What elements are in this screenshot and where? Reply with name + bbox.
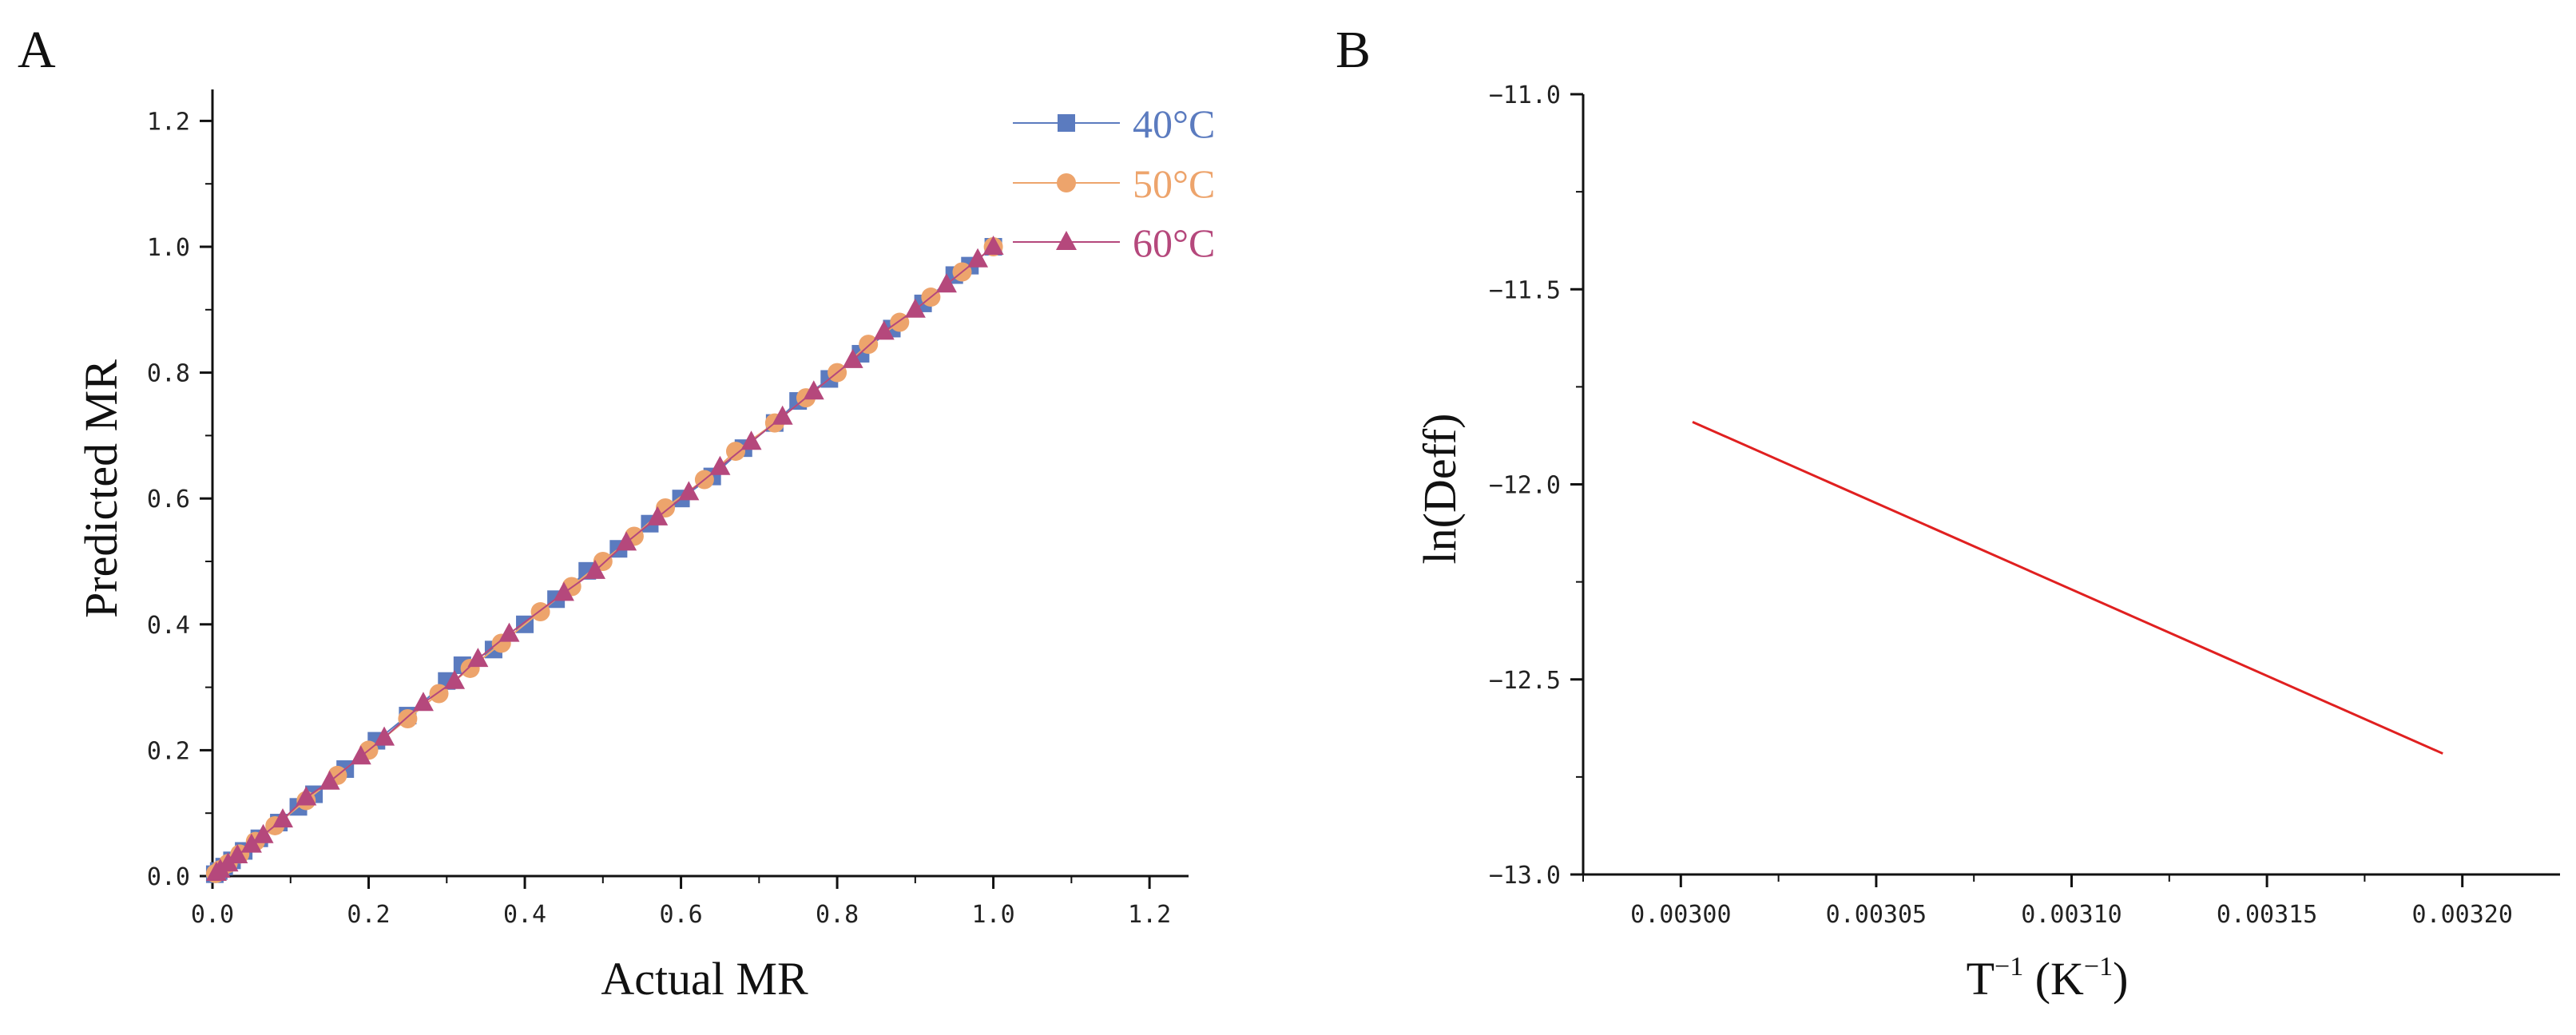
data-point — [859, 335, 879, 355]
panel-b-y-tick-label: −11.5 — [1489, 276, 1561, 304]
panel-b-x-axis-title-t: T — [1967, 953, 1995, 1005]
legend-label: 60°C — [1133, 220, 1215, 265]
data-point — [772, 405, 793, 425]
data-point — [374, 726, 395, 746]
panel-a-axes — [200, 89, 1189, 889]
panel-a-label: A — [18, 21, 56, 79]
data-point — [967, 248, 989, 268]
data-point — [252, 823, 274, 843]
panel-b-x-axis-title-unit-open: (K — [2023, 953, 2084, 1005]
legend-marker — [1057, 173, 1076, 192]
data-point — [709, 455, 731, 475]
data-point — [803, 380, 824, 400]
legend-item: 60°C — [1013, 220, 1215, 265]
legend-marker — [1056, 231, 1077, 250]
data-point — [398, 709, 418, 728]
series-triangle — [205, 236, 1004, 882]
data-point — [350, 745, 371, 765]
panel-b-x-tick-label: 0.00320 — [2411, 901, 2512, 929]
panel-a-x-tick-label: 0.4 — [503, 901, 546, 929]
panel-b-x-axis-title-exp: −1 — [1995, 952, 2023, 981]
panel-b-x-axis-title-unit-exp: −1 — [2084, 952, 2113, 981]
legend-item: 40°C — [1013, 101, 1215, 146]
data-point — [842, 348, 863, 368]
panel-a-y-tick-label: 1.2 — [147, 108, 190, 136]
panel-a-x-axis-title: Actual MR — [601, 953, 808, 1005]
data-point — [272, 808, 293, 828]
panel-a-x-tick-label: 0.0 — [191, 901, 234, 929]
data-point — [585, 559, 606, 579]
panel-a-y-tick-label: 0.2 — [147, 737, 190, 765]
panel-b-label: B — [1336, 21, 1371, 79]
panel-a-y-tick-label: 0.6 — [147, 486, 190, 514]
panel-a-y-tick-label: 1.0 — [147, 234, 190, 262]
regression-line — [1692, 420, 2443, 755]
panel-b-series — [1692, 420, 2443, 755]
panel-b-line-chart: B 0.00300 0.00305 0.00310 0.00315 0.00320 −13… — [1336, 21, 2560, 1005]
panel-a-scatter-chart: A 0.0 0.2 0.4 0.6 0.8 1.0 1.2 0.0 0.2 0.4 0.6 0.8 1.… — [18, 21, 1215, 1005]
panel-b-axes — [1570, 93, 2560, 887]
panel-b-x-tick-label: 0.00315 — [2217, 901, 2317, 929]
panel-a-x-tick-label: 0.8 — [816, 901, 859, 929]
legend-label: 50°C — [1133, 161, 1215, 206]
legend-item: 50°C — [1013, 161, 1215, 206]
panel-a-y-tick-label: 0.0 — [147, 863, 190, 891]
panel-b-y-tick-label: −12.0 — [1489, 472, 1561, 500]
panel-a-series — [205, 236, 1004, 883]
data-point — [982, 236, 1004, 255]
data-point — [678, 481, 700, 501]
panel-a-x-tick-label: 1.2 — [1128, 901, 1171, 929]
panel-b-x-tick-label: 0.00310 — [2021, 901, 2122, 929]
panel-a-y-tick-label: 0.4 — [147, 612, 190, 640]
data-point — [240, 833, 262, 853]
panel-b-x-axis-title: T−1 (K−1) — [1967, 952, 2129, 1005]
data-point — [873, 320, 895, 340]
panel-a-x-tick-label: 1.0 — [972, 901, 1015, 929]
panel-b-y-axis-title: ln(Deff) — [1414, 414, 1466, 565]
data-point — [498, 622, 520, 642]
panel-b-x-tick-label: 0.00300 — [1630, 901, 1731, 929]
panel-b-tick-labels: 0.00300 0.00305 0.00310 0.00315 0.00320 −13.0… — [1489, 81, 2513, 929]
panel-a-y-axis-title: Predicted MR — [75, 359, 127, 618]
data-point — [412, 692, 434, 712]
panel-b-y-tick-label: −12.5 — [1489, 667, 1561, 695]
panel-a-y-tick-label: 0.8 — [147, 360, 190, 388]
panel-b-x-tick-label: 0.00305 — [1826, 901, 1927, 929]
legend-marker — [1058, 114, 1075, 132]
data-point — [227, 843, 248, 863]
data-point — [725, 442, 745, 462]
data-point — [935, 273, 957, 293]
panel-b-y-tick-label: −11.0 — [1489, 81, 1561, 109]
data-point — [296, 786, 317, 806]
data-point — [319, 770, 340, 790]
legend-label: 40°C — [1133, 101, 1215, 146]
data-point — [904, 298, 926, 318]
data-point — [444, 669, 466, 689]
panel-a-x-tick-label: 0.2 — [347, 901, 390, 929]
data-point — [553, 581, 574, 601]
data-point — [647, 506, 669, 525]
panel-a-legend: 40°C 50°C 60°C — [1013, 101, 1215, 265]
data-point — [205, 862, 227, 882]
panel-a-tick-labels: 0.0 0.2 0.4 0.6 0.8 1.0 1.2 0.0 0.2 0.4 0.6 0.8 1.0 1… — [147, 108, 1171, 929]
data-point — [740, 430, 762, 450]
data-point — [467, 648, 489, 668]
panel-a-x-tick-label: 0.6 — [659, 901, 702, 929]
data-point — [616, 531, 637, 551]
panel-b-x-axis-title-unit-close: ) — [2113, 953, 2128, 1005]
panel-b-y-tick-label: −13.0 — [1489, 862, 1561, 890]
